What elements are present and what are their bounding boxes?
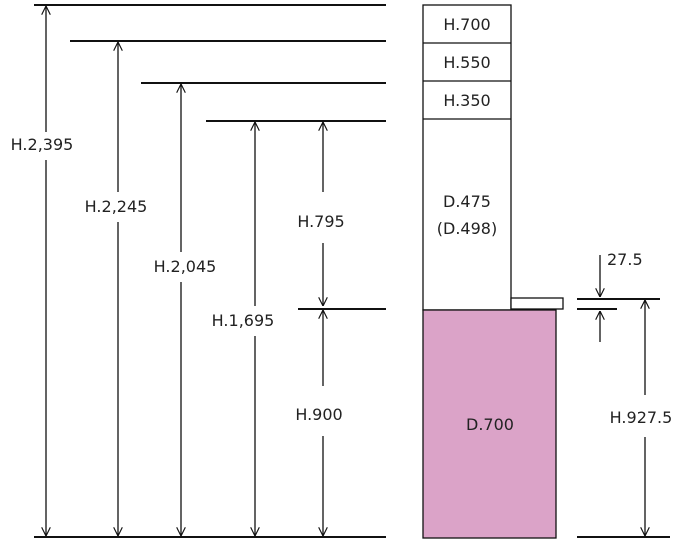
top-box-label-1: H.700 <box>443 15 490 34</box>
label-h1695: H.1,695 <box>212 311 275 330</box>
counter-edge <box>510 297 564 310</box>
label-h9275: H.927.5 <box>610 408 673 427</box>
top-box-label-3: H.350 <box>443 91 490 110</box>
label-h2245: H.2,245 <box>85 197 148 216</box>
lower-depth-label: D.700 <box>466 415 514 434</box>
upper-depth-alt-label: (D.498) <box>437 219 497 238</box>
label-h795: H.795 <box>297 212 344 231</box>
upper-depth-label: D.475 <box>443 192 491 211</box>
label-h900: H.900 <box>295 405 342 424</box>
upper-cabinet <box>422 4 512 311</box>
lower-cabinet <box>422 309 557 539</box>
label-gap: 27.5 <box>607 250 643 269</box>
top-box-label-2: H.550 <box>443 53 490 72</box>
label-h2395: H.2,395 <box>11 135 74 154</box>
label-h2045: H.2,045 <box>154 257 217 276</box>
